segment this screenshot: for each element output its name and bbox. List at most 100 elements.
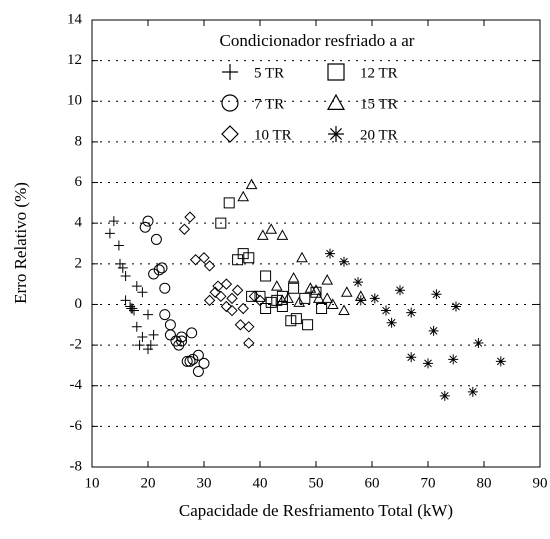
x-tick-label: 40 bbox=[253, 475, 268, 491]
data-point bbox=[117, 262, 128, 273]
data-point bbox=[254, 290, 266, 302]
data-point bbox=[203, 260, 216, 272]
data-point bbox=[150, 234, 162, 245]
y-tick-label: 14 bbox=[67, 11, 83, 27]
data-point bbox=[326, 298, 339, 309]
data-point bbox=[153, 264, 165, 276]
data-point bbox=[186, 327, 198, 339]
data-point bbox=[113, 240, 124, 251]
data-point bbox=[355, 295, 366, 306]
data-point bbox=[260, 270, 272, 282]
data-point bbox=[340, 286, 353, 297]
data-point bbox=[189, 254, 202, 266]
y-tick-label: 4 bbox=[75, 215, 83, 231]
data-point bbox=[126, 303, 137, 314]
data-point bbox=[243, 252, 255, 264]
legend-title: Condicionador resfriado a ar bbox=[220, 31, 415, 50]
data-point bbox=[290, 313, 302, 325]
data-point bbox=[276, 229, 289, 240]
x-axis-label: Capacidade de Resfriamento Total (kW) bbox=[179, 501, 453, 520]
data-point bbox=[176, 335, 188, 347]
data-point bbox=[451, 301, 461, 312]
data-point bbox=[428, 325, 439, 336]
data-point bbox=[406, 352, 417, 363]
y-tick-label: -4 bbox=[70, 377, 83, 393]
data-point bbox=[243, 337, 255, 349]
data-point bbox=[310, 284, 322, 295]
data-point bbox=[139, 221, 151, 233]
data-point bbox=[223, 197, 235, 209]
data-point bbox=[293, 296, 306, 307]
x-tick-label: 70 bbox=[421, 475, 436, 491]
data-point bbox=[448, 354, 459, 365]
data-point bbox=[184, 211, 196, 223]
legend-label: 7 TR bbox=[254, 96, 284, 112]
data-point bbox=[325, 248, 335, 259]
legend-label: 20 TR bbox=[360, 127, 398, 143]
data-point bbox=[282, 292, 294, 303]
legend-marker bbox=[222, 64, 238, 80]
y-tick-label: 2 bbox=[75, 255, 83, 271]
data-point bbox=[120, 295, 131, 306]
data-point bbox=[187, 353, 199, 365]
data-point bbox=[142, 215, 154, 227]
data-point bbox=[395, 285, 405, 296]
legend-marker bbox=[221, 125, 239, 143]
data-point bbox=[232, 254, 244, 266]
data-point bbox=[131, 321, 142, 332]
data-point bbox=[237, 190, 250, 202]
data-point bbox=[125, 301, 136, 312]
data-point bbox=[220, 278, 233, 290]
data-point bbox=[203, 294, 216, 307]
data-point bbox=[406, 307, 417, 318]
data-point bbox=[265, 223, 278, 234]
data-point bbox=[184, 355, 196, 367]
data-point bbox=[248, 290, 261, 303]
data-point bbox=[181, 355, 193, 367]
data-point bbox=[338, 304, 350, 316]
data-point bbox=[276, 300, 288, 312]
data-point bbox=[270, 280, 283, 291]
legend-label: 15 TR bbox=[360, 96, 398, 112]
data-point bbox=[143, 344, 153, 355]
data-point bbox=[243, 321, 255, 333]
data-point bbox=[137, 287, 148, 298]
data-point bbox=[198, 357, 210, 369]
x-tick-label: 50 bbox=[309, 475, 324, 491]
data-point bbox=[287, 272, 300, 283]
data-point bbox=[296, 251, 308, 263]
data-point bbox=[156, 262, 168, 274]
data-point bbox=[164, 329, 176, 341]
y-tick-label: 8 bbox=[75, 133, 83, 149]
y-tick-label: -6 bbox=[70, 418, 83, 434]
data-point bbox=[192, 366, 204, 377]
data-point bbox=[226, 304, 238, 317]
data-point bbox=[285, 315, 297, 327]
y-tick-label: 6 bbox=[75, 174, 83, 190]
data-point bbox=[129, 305, 139, 316]
y-tick-label: 0 bbox=[75, 296, 83, 312]
data-point bbox=[231, 284, 244, 296]
data-point bbox=[381, 305, 391, 316]
data-point bbox=[260, 303, 272, 315]
data-point bbox=[386, 317, 397, 328]
data-point bbox=[353, 277, 363, 288]
legend-marker bbox=[327, 63, 345, 81]
data-point bbox=[369, 293, 380, 304]
data-point bbox=[134, 340, 145, 351]
y-tick-label: 10 bbox=[67, 93, 82, 109]
data-point bbox=[271, 294, 283, 306]
data-point bbox=[245, 178, 258, 190]
x-tick-label: 90 bbox=[533, 475, 548, 491]
data-point bbox=[234, 319, 247, 331]
x-tick-label: 20 bbox=[141, 475, 156, 491]
data-point bbox=[148, 329, 159, 340]
data-point bbox=[431, 289, 442, 300]
data-point bbox=[226, 292, 238, 305]
x-tick-label: 30 bbox=[197, 475, 212, 491]
data-point bbox=[178, 223, 191, 235]
data-point bbox=[312, 292, 325, 303]
data-point bbox=[108, 216, 119, 227]
data-point bbox=[215, 290, 227, 303]
